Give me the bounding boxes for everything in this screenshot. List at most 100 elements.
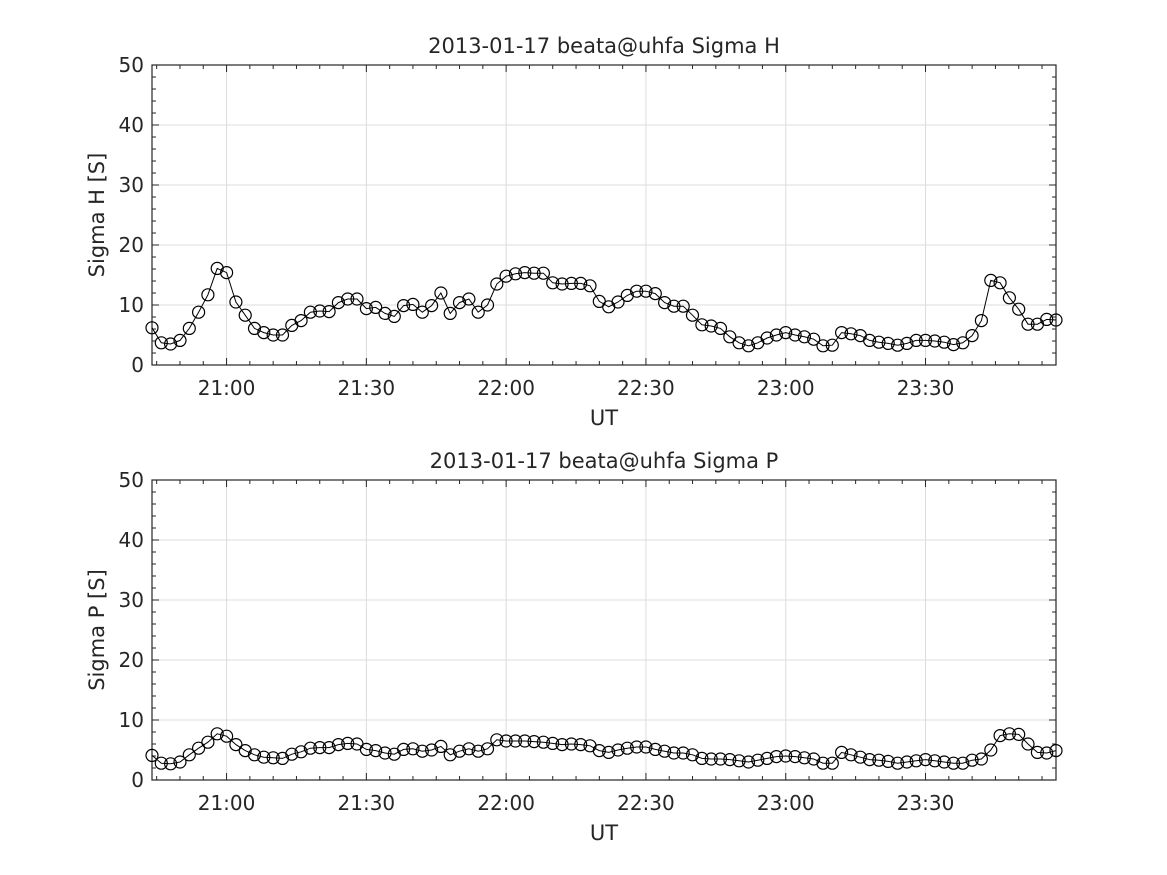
data-point: [331, 737, 345, 752]
data-point: [415, 744, 429, 758]
data-point: [797, 751, 812, 765]
data-point: [173, 755, 187, 769]
data-point: [1012, 727, 1026, 742]
y-tick-label: 10: [119, 293, 144, 317]
data-point: [602, 745, 616, 760]
x-tick-label: 22:30: [617, 791, 675, 815]
data-point: [369, 300, 383, 314]
data-point: [536, 266, 551, 280]
plot-frame: [151, 64, 1057, 366]
data-point: [294, 314, 308, 328]
data-point: [713, 752, 728, 766]
data-point: [182, 748, 196, 762]
data-point: [313, 304, 327, 318]
x-tick-label: 23:00: [757, 376, 815, 400]
data-point: [946, 756, 961, 770]
data-point: [397, 299, 411, 313]
data-point: [443, 306, 457, 320]
gridlines: [152, 479, 1056, 781]
data-point: [220, 729, 234, 743]
data-point: [257, 750, 271, 764]
data-point: [1021, 737, 1035, 751]
data-point: [480, 298, 495, 312]
data-point: [807, 752, 821, 766]
data-point: [527, 734, 541, 749]
data-point: [378, 746, 392, 760]
y-tick-label: 40: [119, 528, 144, 552]
data-point: [555, 277, 569, 291]
x-tick-label: 21:30: [338, 376, 396, 400]
data-point: [229, 295, 243, 309]
data-point: [471, 305, 485, 319]
data-point: [974, 314, 989, 328]
data-point: [192, 305, 206, 319]
data-point: [872, 753, 886, 767]
data-point: [369, 743, 383, 758]
data-point: [452, 744, 467, 758]
data-point: [807, 332, 821, 346]
data-point: [620, 741, 634, 755]
data-point: [266, 751, 280, 765]
data-point: [648, 287, 662, 301]
data-point: [844, 327, 858, 341]
data-point: [890, 338, 905, 352]
data-point: [984, 273, 998, 287]
data-point: [956, 756, 970, 770]
data-point: [956, 336, 970, 350]
data-point: [611, 743, 625, 757]
sigma-p-chart: 0 10 20 30 40 50 21:00 21:30 22:00 22:30 23:00 23:3…: [85, 449, 1063, 845]
data-point: [685, 308, 700, 322]
series-line: [151, 267, 1057, 347]
y-tick-label: 30: [119, 173, 144, 197]
x-tick-label: 22:00: [477, 376, 535, 400]
data-point: [341, 736, 355, 751]
x-tick-label: 22:30: [617, 376, 675, 400]
data-point: [1002, 291, 1017, 305]
data-point: [1021, 317, 1035, 331]
data-point: [490, 277, 504, 291]
data-point: [862, 752, 877, 767]
data-point: [220, 266, 234, 280]
data-point: [872, 335, 886, 349]
data-point: [518, 734, 532, 748]
data-point: [732, 336, 746, 350]
y-tick-label: 10: [119, 708, 144, 732]
data-point: [452, 296, 467, 310]
y-tick-label: 40: [119, 113, 144, 137]
data-point: [425, 743, 439, 757]
data-point: [611, 295, 625, 309]
data-point: [359, 742, 373, 757]
sigma-h-chart: 0 10 20 30 40 50 21:00 21:30 22:00 22:30 23:00 23:3…: [85, 34, 1063, 430]
data-point: [918, 752, 933, 767]
data-point: [695, 751, 709, 766]
data-point: [974, 752, 989, 766]
y-tick-label: 20: [119, 648, 144, 672]
data-point: [574, 737, 588, 752]
data-point: [564, 276, 579, 290]
data-point: [508, 267, 523, 281]
data-point: [238, 743, 252, 758]
data-point: [294, 745, 308, 759]
data-point: [490, 733, 504, 747]
x-tick-label: 23:30: [897, 791, 955, 815]
data-point: [797, 330, 812, 344]
data-point: [695, 318, 709, 332]
data-point: [164, 757, 178, 771]
data-point: [657, 296, 672, 310]
data-point: [937, 335, 951, 349]
data-point: [480, 742, 495, 756]
data-point: [732, 754, 746, 768]
data-point: [918, 333, 933, 347]
data-point: [667, 746, 681, 760]
data-point: [210, 727, 224, 741]
data-point: [499, 734, 513, 748]
data-point: [462, 742, 476, 756]
data-point: [993, 728, 1007, 743]
x-tick-label: 23:30: [897, 376, 955, 400]
data-point: [965, 329, 979, 343]
data-point: [229, 737, 243, 752]
data-point: [965, 753, 979, 767]
data-point: [164, 337, 178, 351]
data-point: [154, 756, 168, 770]
data-point: [620, 288, 634, 302]
